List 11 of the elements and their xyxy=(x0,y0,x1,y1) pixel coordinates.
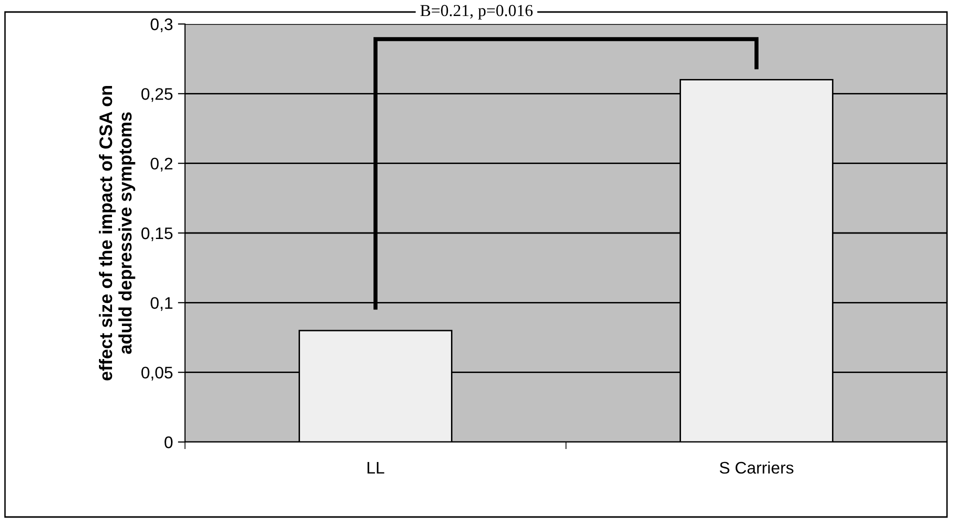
y-tick-label: 0 xyxy=(164,436,173,448)
y-tick-label: 0,05 xyxy=(141,366,172,381)
y-axis-title: effect size of the impact of CSA on aduld depressive symptoms xyxy=(98,86,136,380)
x-tick-label: LL xyxy=(368,462,384,474)
text: B=0.21, p=0.016 xyxy=(420,4,533,20)
y-tick-label: 0,25 xyxy=(141,88,172,102)
x-tick-label: S Carriers xyxy=(720,461,794,474)
y-tick-label: 0,1 xyxy=(150,297,172,311)
y-tick-label: 0,3 xyxy=(150,18,172,32)
y-tick-label: 0,15 xyxy=(141,227,172,242)
y-tick-label: 0,2 xyxy=(150,158,172,172)
